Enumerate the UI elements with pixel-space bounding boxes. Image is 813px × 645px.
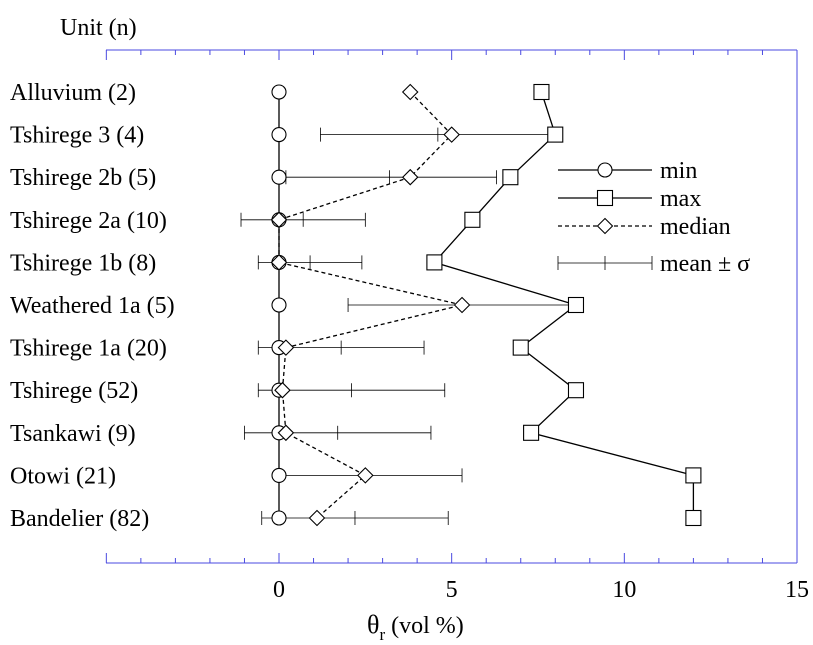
max-point (512, 339, 529, 356)
min-point (271, 510, 287, 526)
median-point (401, 168, 419, 186)
x-axis-label-symbol: θ (367, 610, 379, 639)
legend-errorbar-label: mean ± σ (660, 251, 750, 277)
category-label: Otowi (21) (10, 463, 116, 489)
category-label: Bandelier (82) (10, 506, 149, 532)
category-label: Tshirege 3 (4) (10, 123, 144, 149)
median-point (453, 296, 471, 314)
legend-min-marker (597, 162, 613, 178)
max-point (685, 467, 702, 484)
max-point (685, 509, 702, 527)
min-point (271, 84, 287, 100)
category-label: Tshirege 1a (20) (10, 336, 167, 362)
category-labels: Alluvium (2) Tshirege 3 (4) Tshirege 2b (5… (10, 80, 175, 532)
chart-marks (240, 83, 702, 527)
unit-header: Unit (n) (60, 15, 137, 41)
category-label: Tshirege 2b (5) (10, 165, 156, 191)
max-point (567, 382, 585, 399)
min-point (271, 127, 287, 143)
x-axis: 0 5 10 15 (105, 50, 809, 603)
min-point (271, 169, 287, 185)
median-point (357, 467, 374, 484)
x-axis-label: θr (vol %) (367, 610, 464, 644)
x-tick-label: 0 (273, 577, 285, 603)
category-label: Tshirege 2a (10) (10, 208, 167, 234)
x-axis-label-unit: (vol %) (385, 613, 464, 639)
legend-max-label: max (660, 186, 701, 212)
legend-max-marker (596, 189, 614, 207)
max-point (426, 254, 443, 271)
median-point (308, 509, 326, 527)
median-point (443, 126, 460, 143)
legend-min-label: min (660, 158, 697, 184)
median-point (277, 424, 295, 442)
x-tick-label: 5 (446, 577, 458, 603)
legend-median-marker (596, 217, 614, 235)
category-label: Tshirege 1b (8) (10, 250, 156, 276)
category-label: Weathered 1a (5) (10, 293, 175, 319)
x-tick-label: 15 (785, 577, 809, 603)
x-tick-label: 10 (612, 577, 636, 603)
category-label: Tshirege (52) (10, 378, 138, 404)
max-point (464, 211, 481, 228)
x-axis-label-subscript: r (379, 625, 385, 644)
max-point (523, 424, 540, 441)
category-label: Alluvium (2) (10, 80, 136, 106)
legend-median-label: median (660, 214, 731, 240)
max-point (567, 296, 585, 314)
max-point (533, 83, 550, 101)
median-point (401, 83, 419, 101)
min-point (271, 467, 287, 483)
min-point (271, 297, 287, 313)
median-line (278, 91, 463, 519)
median-point (274, 381, 291, 399)
max-point (547, 126, 564, 143)
median-point (277, 339, 295, 356)
max-point (502, 169, 519, 186)
median-point (270, 254, 288, 271)
median-point (270, 211, 288, 229)
category-label: Tsankawi (9) (10, 421, 136, 447)
